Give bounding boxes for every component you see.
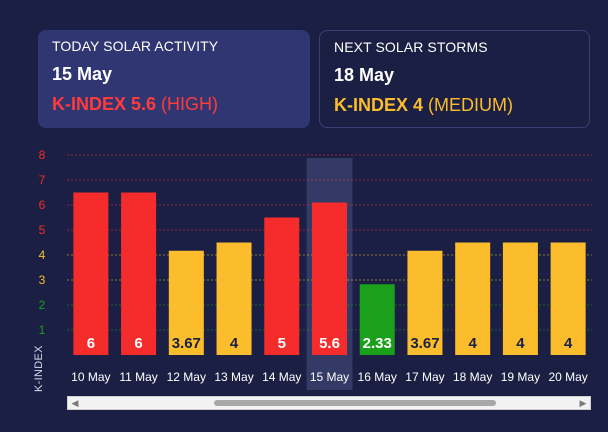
y-axis-title: K-INDEX <box>33 345 45 392</box>
next-k-index-line: K-INDEX 4 (MEDIUM) <box>334 95 575 116</box>
y-tick-layer: 123456789 <box>39 150 46 337</box>
next-level: (MEDIUM) <box>428 95 514 115</box>
y-tick-label: 2 <box>39 298 46 312</box>
y-tick-label: 7 <box>39 173 46 187</box>
bar-value-label: 3.67 <box>410 335 439 352</box>
bar <box>121 192 157 355</box>
bar-value-label: 6 <box>134 335 142 352</box>
next-k-index: K-INDEX 4 <box>334 95 424 115</box>
bar <box>550 242 586 355</box>
y-tick-label: 5 <box>39 223 46 237</box>
bar-value-label: 3.67 <box>172 335 201 352</box>
bar <box>168 250 204 355</box>
bar <box>455 242 491 355</box>
today-k-index: K-INDEX 5.6 <box>52 94 157 114</box>
x-tick-label: 13 May <box>214 370 253 384</box>
bar <box>216 242 252 355</box>
x-label-layer: 10 May 11 May 12 May 13 May 14 May 15 May 16 M… <box>71 370 588 384</box>
today-activity-card: TODAY SOLAR ACTIVITY 15 May K-INDEX 5.6 … <box>38 30 310 128</box>
chart-scrollbar[interactable]: ◀ ▶ <box>67 396 591 410</box>
next-date: 18 May <box>334 65 395 85</box>
next-storms-card: NEXT SOLAR STORMS 18 May K-INDEX 4 (MEDI… <box>319 30 590 128</box>
bar <box>312 202 347 355</box>
x-tick-label: 18 May <box>453 370 492 384</box>
x-tick-label: 16 May <box>358 370 397 384</box>
scroll-left-arrow-icon[interactable]: ◀ <box>71 398 79 408</box>
bar-value-label: 4 <box>564 335 573 352</box>
y-tick-label: 3 <box>39 273 46 287</box>
bar-value-label: 4 <box>516 335 525 352</box>
bar <box>73 192 109 355</box>
y-tick-label: 8 <box>39 150 46 162</box>
bar-value-label: 6 <box>87 335 95 352</box>
bar-layer: 6 6 3.67 4 5 5.6 2.33 3.67 4 4 4 <box>73 192 586 355</box>
x-tick-label: 12 May <box>167 370 206 384</box>
x-tick-label: 11 May <box>119 370 157 384</box>
x-tick-label: 19 May <box>501 370 540 384</box>
next-heading: NEXT SOLAR STORMS <box>334 39 488 55</box>
x-tick-label: 14 May <box>262 370 301 384</box>
bar <box>264 217 300 355</box>
x-tick-label: 20 May <box>548 370 587 384</box>
x-tick-label: 17 May <box>405 370 444 384</box>
scroll-thumb[interactable] <box>214 400 496 406</box>
scroll-right-arrow-icon[interactable]: ▶ <box>579 398 587 408</box>
bar <box>407 250 443 355</box>
bar-value-label: 5 <box>278 335 286 352</box>
today-date: 15 May <box>52 64 113 84</box>
y-tick-label: 4 <box>39 248 46 262</box>
x-tick-label: 10 May <box>71 370 110 384</box>
bar-value-label: 2.33 <box>363 335 392 352</box>
today-k-index-line: K-INDEX 5.6 (HIGH) <box>52 94 296 115</box>
bar <box>502 242 538 355</box>
x-tick-label: 15 May <box>310 370 349 384</box>
bar-value-label: 5.6 <box>319 335 340 352</box>
bar-value-label: 4 <box>469 335 478 352</box>
today-level: (HIGH) <box>161 94 219 114</box>
y-tick-label: 6 <box>39 198 46 212</box>
y-tick-label: 1 <box>39 323 46 337</box>
bar-value-label: 4 <box>230 335 239 352</box>
today-heading: TODAY SOLAR ACTIVITY <box>52 38 219 54</box>
bar <box>359 284 395 355</box>
